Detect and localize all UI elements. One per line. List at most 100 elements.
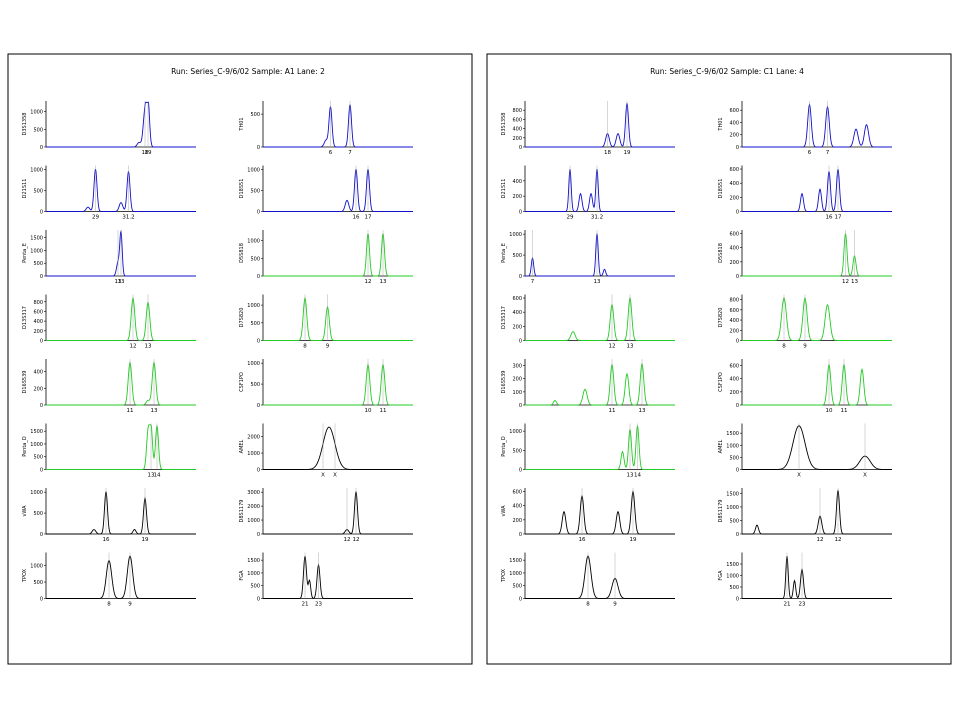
y-tick-label: 200 <box>512 136 522 142</box>
trace-d13s317 <box>525 296 675 341</box>
allele-label: 7 <box>348 150 352 156</box>
y-tick-label: 0 <box>40 468 43 474</box>
locus-label: TH01 <box>239 117 245 131</box>
trace-d7s820 <box>263 296 413 341</box>
allele-label: 9 <box>128 602 132 608</box>
locus-label: D5S818 <box>718 243 724 263</box>
allele-label: 13 <box>639 408 646 414</box>
trace-fga <box>263 556 413 599</box>
trace-amel <box>742 425 892 470</box>
y-tick-label: 1000 <box>247 518 260 524</box>
allele-label: 11 <box>841 408 848 414</box>
y-tick-label: 0 <box>736 468 739 474</box>
y-tick-label: 400 <box>512 179 522 185</box>
allele-label: 18 <box>142 150 149 156</box>
trace-csf1po <box>263 363 413 406</box>
y-tick-label: 0 <box>736 274 739 280</box>
panel-d3s1358: 0 200 400 600 800 D3S1358 18 19 <box>501 101 675 156</box>
y-tick-label: 500 <box>250 382 260 388</box>
y-tick-label: 500 <box>33 580 43 586</box>
page-2: Run: Series_C-9/6/02 Sample: C1 Lane: 4 0… <box>486 53 952 665</box>
y-tick-label: 600 <box>512 117 522 123</box>
y-tick-label: 600 <box>729 232 739 238</box>
allele-label: 12 <box>130 344 137 350</box>
allele-label: 13 <box>115 279 122 285</box>
trace-vwa <box>525 490 675 535</box>
y-tick-label: 1000 <box>509 571 522 577</box>
allele-label: 7 <box>826 150 830 156</box>
locus-label: vWA <box>501 505 507 517</box>
allele-label: 16 <box>103 537 110 543</box>
panel-d21s11: 0 200 400 D21S11 29 31.2 <box>501 165 675 221</box>
locus-label: Penta_D <box>501 436 507 457</box>
allele-label: 12 <box>817 537 824 543</box>
y-tick-label: 400 <box>512 127 522 133</box>
locus-label: TPOX <box>501 568 507 583</box>
locus-label: vWA <box>22 505 28 517</box>
allele-label: X <box>797 473 801 479</box>
trace-d18s51 <box>742 169 892 212</box>
panel-d16s539: 0 200 400 D16S539 11 13 <box>22 359 196 414</box>
y-tick-label: 0 <box>257 532 260 538</box>
trace-d21s11 <box>525 169 675 212</box>
locus-label: D3S1358 <box>501 113 507 136</box>
allele-label: 18 <box>604 150 611 156</box>
y-tick-label: 0 <box>257 274 260 280</box>
allele-label: 8 <box>586 602 590 608</box>
allele-label: 17 <box>365 215 372 221</box>
y-tick-label: 1000 <box>30 564 43 570</box>
y-tick-label: 0 <box>519 145 522 151</box>
locus-label: D16S539 <box>22 371 28 394</box>
trace-d8s1179 <box>263 491 413 535</box>
y-tick-label: 400 <box>729 181 739 187</box>
y-tick-label: 1000 <box>509 232 522 238</box>
trace-vwa <box>46 491 196 535</box>
y-tick-label: 200 <box>33 329 43 335</box>
allele-label: 16 <box>579 537 586 543</box>
locus-label: D8S1179 <box>718 500 724 523</box>
trace-d13s317 <box>46 296 196 341</box>
y-tick-label: 1000 <box>247 168 260 174</box>
trace-penta_d <box>46 424 196 470</box>
allele-label: 31.2 <box>122 215 134 221</box>
y-tick-label: 1000 <box>247 571 260 577</box>
trace-th01 <box>742 103 892 148</box>
allele-label: 29 <box>92 215 99 221</box>
allele-label: 10 <box>826 408 833 414</box>
locus-label: CSF1PO <box>239 372 245 392</box>
y-tick-label: 200 <box>33 386 43 392</box>
locus-label: D21S11 <box>22 179 28 199</box>
locus-label: D18S51 <box>239 179 245 199</box>
allele-label: 13 <box>627 344 634 350</box>
panel-d7s820: 0 200 400 600 800 D7S820 8 9 <box>718 294 892 350</box>
y-tick-label: 1000 <box>726 443 739 449</box>
y-tick-label: 1000 <box>726 574 739 580</box>
panel-d16s539: 0 100 200 300 D16S539 11 13 <box>501 359 675 414</box>
y-tick-label: 0 <box>257 403 260 409</box>
y-tick-label: 1500 <box>247 558 260 564</box>
page-1: Run: Series_C-9/6/02 Sample: A1 Lane: 2 0… <box>7 53 473 665</box>
allele-label: 9 <box>613 602 617 608</box>
allele-label: 13 <box>627 473 634 479</box>
y-tick-label: 500 <box>512 253 522 259</box>
locus-label: D18S51 <box>718 179 724 199</box>
allele-label: 19 <box>624 150 631 156</box>
trace-d21s11 <box>46 169 196 212</box>
y-tick-label: 400 <box>729 318 739 324</box>
y-tick-label: 0 <box>257 145 260 151</box>
y-tick-label: 600 <box>729 308 739 314</box>
allele-label: 13 <box>148 473 155 479</box>
locus-label: FGA <box>718 570 724 581</box>
locus-label: Penta_E <box>22 243 28 263</box>
locus-label: D7S820 <box>239 308 245 328</box>
y-tick-label: 0 <box>519 210 522 216</box>
y-tick-label: 1500 <box>726 431 739 437</box>
allele-label: X <box>333 473 337 479</box>
